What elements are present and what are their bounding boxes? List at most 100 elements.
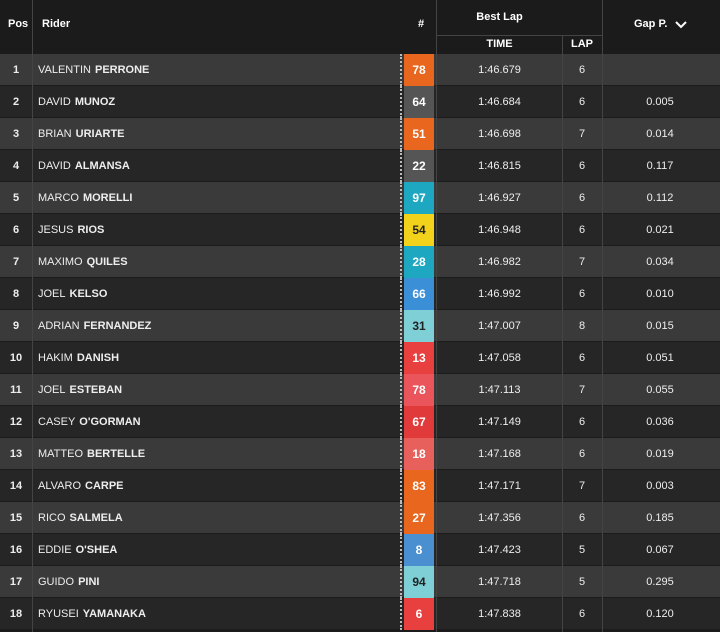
finish-flag — [400, 470, 402, 502]
last-name: RIOS — [77, 224, 105, 236]
last-name: CARPE — [85, 480, 124, 492]
position: 5 — [12, 192, 20, 204]
header-gap[interactable]: Gap P. — [634, 18, 668, 30]
finish-flag — [400, 246, 402, 278]
gap: 0.120 — [646, 608, 674, 620]
position: 13 — [9, 448, 23, 460]
gap: 0.015 — [646, 320, 674, 332]
table-row: 3 BRIAN URIARTE 51 1:46.698 7 0.014 — [0, 118, 720, 150]
gap: 0.014 — [646, 128, 674, 140]
rider-name: JOEL ESTEBAN — [38, 374, 122, 406]
lap-count: 6 — [578, 192, 586, 204]
table-row: 13 MATTEO BERTELLE 18 1:47.168 6 0.019 — [0, 438, 720, 470]
position: 14 — [9, 480, 23, 492]
rider-number: 22 — [404, 150, 434, 182]
last-name: YAMANAKA — [82, 608, 146, 620]
lap-count: 6 — [578, 608, 586, 620]
finish-flag — [400, 374, 402, 406]
first-name: DAVID — [38, 96, 71, 108]
first-name: RICO — [38, 512, 66, 524]
last-name: FERNANDEZ — [83, 320, 152, 332]
first-name: VALENTIN — [38, 64, 91, 76]
finish-flag — [400, 278, 402, 310]
first-name: ALVARO — [38, 480, 81, 492]
rider-name: CASEY O'GORMAN — [38, 406, 141, 438]
lap-count: 7 — [578, 256, 586, 268]
rider-number: 6 — [404, 598, 434, 630]
table-row: 11 JOEL ESTEBAN 78 1:47.113 7 0.055 — [0, 374, 720, 406]
lap-count: 6 — [578, 64, 586, 76]
rider-name: HAKIM DANISH — [38, 342, 119, 374]
header-rider: Rider — [42, 18, 71, 30]
lap-time: 1:47.171 — [478, 480, 521, 492]
finish-flag — [400, 86, 402, 118]
rider-number: 51 — [404, 118, 434, 150]
col-line — [436, 0, 437, 632]
table-row: 5 MARCO MORELLI 97 1:46.927 6 0.112 — [0, 182, 720, 214]
sort-chevron[interactable] — [675, 20, 687, 30]
position: 11 — [10, 384, 22, 396]
finish-flag — [400, 534, 402, 566]
last-name: PERRONE — [94, 64, 150, 76]
lap-time: 1:47.718 — [478, 576, 521, 588]
lap-time: 1:47.168 — [478, 448, 521, 460]
lap-time: 1:46.982 — [478, 256, 521, 268]
rider-number: 94 — [404, 566, 434, 598]
lap-time: 1:47.423 — [478, 544, 521, 556]
first-name: MAXIMO — [38, 256, 83, 268]
position: 16 — [9, 544, 23, 556]
lap-time: 1:46.679 — [478, 64, 521, 76]
gap: 0.185 — [646, 512, 674, 524]
header-divider — [437, 35, 602, 36]
finish-flag — [400, 502, 402, 534]
rider-number: 18 — [404, 438, 434, 470]
rider-number: 31 — [404, 310, 434, 342]
position: 8 — [12, 288, 20, 300]
header-number: # — [418, 18, 425, 30]
position: 3 — [12, 128, 20, 140]
lap-time: 1:46.927 — [478, 192, 521, 204]
rider-name: ADRIAN FERNANDEZ — [38, 310, 151, 342]
first-name: HAKIM — [38, 352, 73, 364]
gap: 0.036 — [646, 416, 674, 428]
lap-time: 1:46.684 — [478, 96, 521, 108]
header-best-lap: Best Lap — [476, 11, 523, 23]
table-row: 6 JESUS RIOS 54 1:46.948 6 0.021 — [0, 214, 720, 246]
position: 9 — [12, 320, 20, 332]
first-name: GUIDO — [38, 576, 75, 588]
rider-number: 27 — [404, 502, 434, 534]
lap-time: 1:46.698 — [478, 128, 521, 140]
position: 4 — [12, 160, 20, 172]
rider-number: 66 — [404, 278, 434, 310]
rider-number: 8 — [404, 534, 434, 566]
position: 15 — [9, 512, 23, 524]
lap-count: 6 — [578, 160, 586, 172]
rider-name: EDDIE O'SHEA — [38, 534, 117, 566]
last-name: O'GORMAN — [79, 416, 141, 428]
rider-number: 13 — [404, 342, 434, 374]
position: 2 — [12, 96, 20, 108]
gap: 0.021 — [646, 224, 674, 236]
rider-number: 54 — [404, 214, 434, 246]
last-name: QUILES — [86, 256, 128, 268]
finish-flag — [400, 310, 402, 342]
finish-flag — [400, 406, 402, 438]
last-name: ESTEBAN — [69, 384, 123, 396]
rider-number: 78 — [404, 374, 434, 406]
first-name: EDDIE — [38, 544, 72, 556]
lap-time: 1:47.113 — [478, 384, 521, 396]
table-row: 16 EDDIE O'SHEA 8 1:47.423 5 0.067 — [0, 534, 720, 566]
header-lap: LAP — [571, 38, 593, 50]
rider-name: VALENTIN PERRONE — [38, 54, 149, 86]
lap-count: 6 — [578, 352, 586, 364]
position: 7 — [12, 256, 20, 268]
gap: 0.117 — [646, 160, 674, 172]
lap-count: 7 — [578, 384, 586, 396]
first-name: RYUSEI — [38, 608, 79, 620]
first-name: JOEL — [38, 384, 66, 396]
gap: 0.010 — [646, 288, 674, 300]
table-row: 4 DAVID ALMANSA 22 1:46.815 6 0.117 — [0, 150, 720, 182]
table-row: 2 DAVID MUNOZ 64 1:46.684 6 0.005 — [0, 86, 720, 118]
gap: 0.005 — [646, 96, 674, 108]
